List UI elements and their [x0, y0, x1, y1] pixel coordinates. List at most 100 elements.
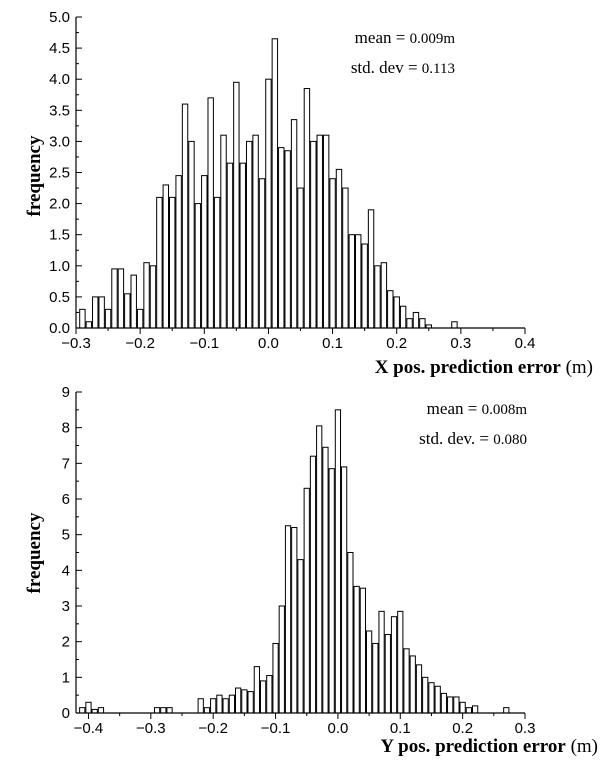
y-error-mean-annotation: mean = 0.008m — [427, 399, 528, 418]
y-error-x-tick-label: −0.2 — [198, 720, 228, 737]
x-error-bar — [316, 134, 323, 329]
y-error-histogram: 0 1 2 3 4 5 6 7 8 9 −0.4 −0.3 −0.2 −0.1 0.0 0.1 0.2 0.3 f… — [24, 384, 598, 757]
x-error-bar — [201, 175, 208, 329]
y-error-y-tick-label: 6 — [62, 491, 70, 508]
y-error-bar — [415, 664, 423, 714]
y-error-bar — [266, 675, 273, 714]
x-error-bar — [412, 311, 420, 329]
x-error-bar — [188, 140, 195, 329]
y-error-bar — [228, 694, 236, 714]
x-error-bar — [252, 134, 259, 329]
y-error-axes: 0 1 2 3 4 5 6 7 8 9 −0.4 −0.3 −0.2 −0.1 0.0 0.1 0.2 0.3 — [62, 384, 536, 737]
y-error-bar — [235, 687, 242, 714]
y-error-y-tick-label: 3 — [62, 598, 70, 615]
y-error-x-tick-label: −0.3 — [136, 720, 166, 737]
y-error-bar — [153, 707, 161, 714]
x-error-x-tick-label: −0.2 — [125, 335, 155, 352]
y-error-mean-label: mean = — [427, 399, 478, 418]
y-error-bar — [328, 468, 335, 714]
y-error-bar — [365, 630, 373, 714]
x-error-bar — [233, 81, 240, 329]
y-error-bar — [453, 696, 460, 714]
x-error-bar — [79, 308, 86, 329]
y-error-bar — [85, 701, 92, 714]
y-error-std-annotation: std. dev. = 0.080 — [419, 429, 527, 448]
y-error-bar — [422, 676, 429, 714]
y-error-x-tick-label: −0.1 — [261, 720, 291, 737]
y-error-x-tick-label: 0.2 — [452, 720, 473, 737]
x-error-bar — [156, 196, 163, 329]
y-error-bar — [216, 694, 223, 714]
x-error-bar — [245, 140, 253, 329]
x-error-std-value: 0.113 — [422, 61, 455, 77]
y-error-y-axis-label: frequency — [24, 512, 45, 593]
y-error-bar — [166, 707, 173, 714]
x-error-bar — [278, 147, 285, 329]
x-error-bar — [419, 318, 426, 329]
y-error-x-tick-label: 0.0 — [327, 720, 348, 737]
x-error-x-tick-label: 0.3 — [450, 335, 471, 352]
x-error-x-axis-label-main: X pos. prediction error — [375, 357, 562, 378]
x-error-bar — [310, 140, 317, 329]
x-error-bar — [207, 97, 214, 329]
x-error-bar — [355, 234, 362, 329]
x-error-bar — [367, 209, 375, 329]
x-error-y-tick-label: 5.0 — [49, 9, 70, 26]
y-error-bar — [428, 682, 435, 714]
y-error-x-axis-label-main: Y pos. prediction error — [380, 736, 566, 757]
y-error-bar — [272, 642, 279, 714]
y-error-std-label: std. dev. = — [419, 429, 489, 448]
x-error-x-tick-label: −0.3 — [61, 335, 91, 352]
y-error-x-axis-unit: (m) — [571, 736, 598, 757]
y-error-bar — [341, 466, 348, 714]
y-error-bar — [459, 701, 466, 714]
x-error-axes: 0.0 0.5 1.0 1.5 2.0 2.5 3.0 3.5 4.0 4.5 5.0 −0.3 −0.… — [49, 9, 535, 352]
x-error-y-tick-label: 1.5 — [49, 227, 70, 244]
x-error-bar — [271, 38, 279, 329]
x-error-bar — [111, 268, 118, 329]
x-error-bar — [239, 162, 246, 329]
x-error-bar — [85, 321, 93, 329]
y-error-bar — [503, 707, 510, 714]
y-error-y-tick-label: 0 — [62, 705, 70, 722]
x-error-x-tick-label: 0.0 — [258, 335, 279, 352]
y-error-bar — [203, 707, 211, 714]
x-error-bar — [361, 243, 368, 329]
y-error-bar — [160, 707, 167, 714]
y-error-x-axis-label: Y pos. prediction error (m) — [380, 736, 598, 757]
y-error-bar — [259, 680, 267, 714]
y-error-bar — [434, 685, 441, 714]
x-error-bar — [399, 305, 407, 329]
x-error-x-tick-label: 0.4 — [515, 335, 536, 352]
x-error-bar — [194, 203, 202, 329]
x-error-y-tick-label: 3.5 — [49, 102, 70, 119]
x-error-bar — [451, 321, 458, 329]
x-error-x-tick-label: 0.2 — [386, 335, 407, 352]
x-error-bar — [181, 103, 189, 329]
x-error-y-tick-label: 4.5 — [49, 40, 70, 57]
y-error-bar — [372, 642, 379, 714]
x-error-bar — [98, 296, 105, 329]
x-error-bar — [143, 262, 150, 329]
x-error-bar — [169, 196, 176, 329]
x-error-y-tick-label: 1.0 — [49, 258, 70, 275]
x-error-std-label: std. dev = — [351, 58, 418, 77]
x-error-bar — [297, 187, 304, 329]
x-error-bar — [175, 175, 182, 329]
x-error-bar — [124, 293, 131, 329]
y-error-bar — [397, 610, 404, 714]
x-error-bar — [335, 168, 343, 329]
x-error-y-tick-label: 0.0 — [49, 320, 70, 337]
x-error-bar — [220, 134, 227, 329]
y-error-y-tick-label: 9 — [62, 384, 70, 401]
x-error-bar — [380, 262, 388, 329]
y-error-bar — [465, 707, 473, 714]
x-error-bar — [162, 184, 169, 329]
x-error-bar — [393, 296, 400, 329]
x-error-bar — [342, 187, 349, 329]
x-error-bar — [406, 318, 413, 329]
x-error-bar — [265, 78, 272, 329]
x-error-std-annotation: std. dev = 0.113 — [351, 58, 455, 77]
y-error-bar — [222, 698, 229, 714]
